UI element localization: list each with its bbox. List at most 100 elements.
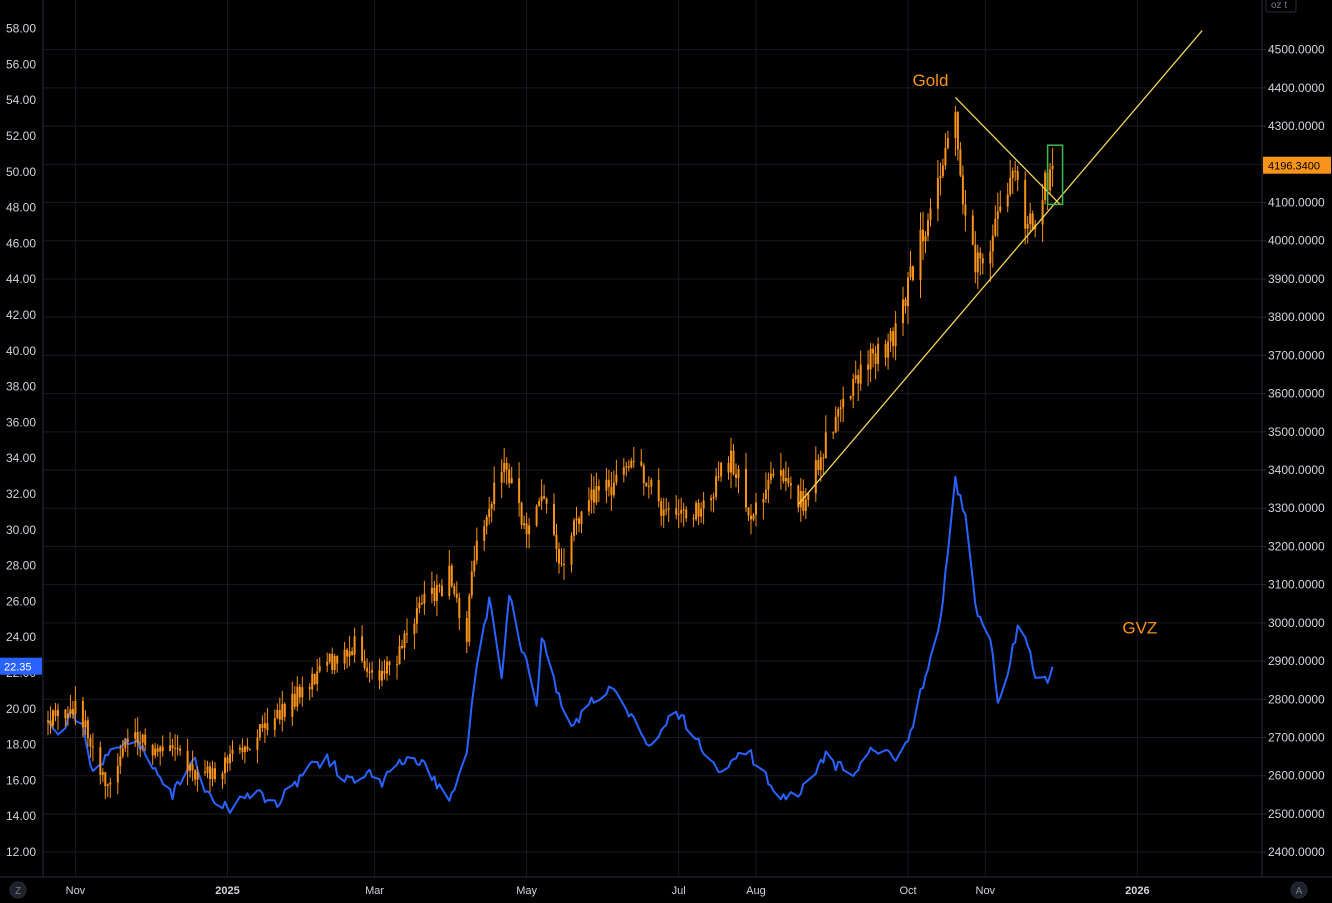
gold-candle — [144, 728, 147, 751]
gold-candle — [196, 766, 199, 792]
gold-candle — [1044, 169, 1047, 205]
gold-candle — [418, 596, 421, 614]
candle-body — [570, 535, 573, 565]
candle-body — [857, 375, 860, 384]
candle-body — [590, 489, 593, 501]
gold-candle — [161, 735, 164, 757]
gold-candle — [727, 456, 730, 480]
candle-body — [802, 491, 805, 511]
gold-candle — [256, 729, 259, 764]
gold-candle — [645, 482, 648, 488]
candle-body — [578, 518, 580, 524]
drawings — [797, 30, 1203, 505]
candle-body — [74, 700, 77, 715]
candle-body — [64, 709, 67, 719]
candle-body — [842, 398, 845, 408]
gold-candle — [57, 703, 59, 731]
left-tick-label: 20.00 — [6, 702, 36, 716]
gold-candle — [1031, 210, 1034, 231]
gold-candle — [590, 473, 593, 514]
candle-body — [553, 503, 555, 535]
gold-candle — [956, 111, 959, 161]
gold-candle — [877, 337, 880, 372]
candle-body — [386, 661, 388, 674]
candle-body — [313, 673, 316, 684]
candle-body — [194, 770, 197, 780]
gold-candle — [615, 459, 618, 486]
candle-body — [388, 661, 391, 666]
gold-candle — [1011, 167, 1014, 195]
right-tick-label: 3100.0000 — [1268, 578, 1325, 592]
candle-body — [959, 149, 962, 176]
right-tick-label: 4500.0000 — [1268, 43, 1325, 57]
candle-body — [580, 511, 583, 524]
candle-body — [49, 720, 52, 726]
gold-candle — [715, 467, 718, 501]
candle-body — [278, 710, 281, 720]
gold-candle — [797, 484, 800, 513]
gold-candle — [964, 190, 967, 232]
log-scale-button-label: Z — [15, 886, 21, 897]
gold-candle — [74, 686, 77, 726]
candle-body — [490, 504, 493, 509]
left-tick-label: 14.00 — [6, 809, 36, 823]
auto-scale-button[interactable]: A — [1290, 881, 1308, 899]
candle-body — [832, 432, 835, 434]
gold-candle — [388, 660, 391, 676]
candle-body — [817, 460, 820, 470]
candle-body — [627, 466, 630, 468]
candle-body — [121, 748, 124, 757]
candle-body — [538, 501, 541, 507]
gold-candle — [558, 542, 560, 574]
candle-body — [692, 518, 695, 520]
gold-candle — [231, 740, 234, 762]
gold-candle — [1029, 202, 1032, 234]
gold-candle — [343, 642, 346, 670]
gold-candle — [1014, 160, 1017, 182]
time-axis-bg — [0, 877, 1332, 903]
candle-body — [1014, 170, 1017, 172]
candle-body — [976, 252, 979, 273]
candle-body — [573, 520, 575, 536]
candle-body — [221, 773, 224, 779]
gold-candle — [383, 659, 386, 680]
candle-body — [151, 744, 154, 756]
gold-candle — [214, 762, 216, 783]
candle-body — [99, 747, 102, 775]
gold-candle — [745, 452, 747, 512]
left-tick-label: 38.00 — [6, 380, 36, 394]
gold-candle — [64, 709, 67, 727]
candle-body — [912, 266, 914, 281]
gold-candle — [523, 515, 526, 530]
candle-body — [700, 508, 703, 517]
gold-candle — [490, 501, 493, 523]
gold-candle — [209, 762, 211, 793]
time-tick-label: 2025 — [215, 885, 239, 897]
candle-body — [483, 526, 486, 541]
gold-candle — [316, 658, 319, 692]
left-tick-label: 36.00 — [6, 415, 36, 429]
gold-candle — [139, 731, 142, 758]
gold-candle — [936, 160, 939, 222]
candle-body — [455, 593, 458, 598]
log-scale-button[interactable]: Z — [9, 881, 27, 899]
gold-candle — [151, 743, 154, 765]
gold-candle — [752, 513, 755, 522]
gold-candle — [874, 345, 877, 380]
right-tick-label: 3000.0000 — [1268, 616, 1325, 630]
gold-candle — [981, 253, 984, 275]
gold-candle — [857, 369, 860, 401]
gold-candle — [902, 286, 904, 336]
candle-body — [745, 469, 747, 508]
gold-candle — [939, 162, 942, 196]
candle-body — [440, 585, 443, 596]
gold-candle — [560, 548, 563, 567]
candle-body — [540, 496, 543, 502]
gold-candle — [276, 703, 279, 720]
candle-body — [258, 724, 261, 738]
candle-body — [403, 633, 406, 648]
gvz-label: GVZ — [1122, 619, 1157, 638]
gvz-series — [47, 475, 1054, 814]
